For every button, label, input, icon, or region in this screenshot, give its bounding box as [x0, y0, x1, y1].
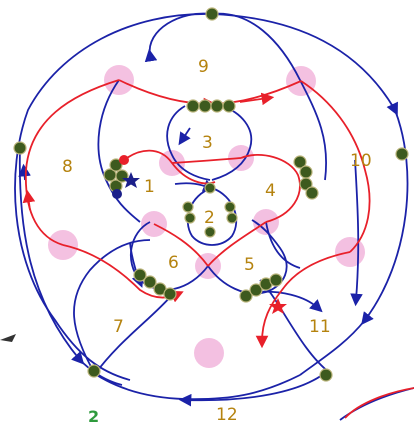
red-6-link	[153, 223, 209, 267]
bead	[143, 275, 157, 289]
red-right-arc	[300, 80, 371, 253]
bead	[299, 165, 313, 179]
ring	[194, 338, 224, 368]
beads	[13, 7, 409, 382]
blue-right-inner	[350, 159, 363, 307]
region-labels: 9 3 8 10 1 4 2 6 5 7 11 12 2	[62, 57, 372, 426]
red-dot-marker	[119, 155, 129, 165]
bead	[182, 201, 194, 213]
bead	[239, 289, 253, 303]
bead	[305, 186, 319, 200]
blue-top-loop-left	[144, 12, 213, 63]
region-label-7: 7	[113, 317, 124, 337]
bead	[293, 155, 307, 169]
bead	[222, 99, 236, 113]
blue-bottom-left	[73, 239, 151, 375]
blue-lower-left	[94, 294, 173, 375]
bead	[109, 158, 123, 172]
blue-11-arrow	[255, 290, 323, 313]
region-label-12: 12	[216, 405, 238, 425]
blue-loop-5	[207, 219, 288, 295]
bead	[186, 99, 200, 113]
bead	[395, 147, 409, 161]
red-inner-top	[171, 157, 242, 164]
bead	[299, 177, 313, 191]
region-label-11: 11	[309, 317, 331, 337]
bead	[13, 141, 27, 155]
red-left-arrow	[22, 189, 36, 211]
blue-bottom-arrow	[178, 372, 326, 407]
blue-top-loop-right	[211, 12, 328, 181]
red-top-arc	[118, 79, 302, 111]
bead	[210, 99, 224, 113]
bead	[204, 182, 216, 194]
bead	[205, 7, 219, 21]
markers	[112, 155, 287, 314]
blue-corner-stub	[339, 387, 414, 421]
bead	[319, 368, 333, 382]
red-loop-4	[240, 154, 301, 223]
blue-star-marker	[122, 172, 140, 188]
blue-left-inner	[97, 79, 141, 223]
blue-3-arrow	[178, 127, 191, 146]
blue-far-left	[18, 147, 123, 386]
bead	[163, 287, 177, 301]
bead	[87, 364, 101, 378]
region-label-5: 5	[244, 255, 255, 275]
blue-dot-marker	[112, 189, 122, 199]
bead	[269, 273, 283, 287]
red-corner-stub	[344, 387, 414, 419]
red-5-link	[207, 221, 267, 267]
bead	[184, 212, 196, 224]
region-label-2: 2	[204, 208, 215, 228]
red-top-arrow	[239, 92, 275, 106]
bead	[249, 283, 263, 297]
region-label-3: 3	[202, 133, 213, 153]
blue-loop-3-left	[166, 105, 211, 181]
region-label-8: 8	[62, 157, 73, 177]
blue-loop-3-right	[211, 105, 253, 181]
corner-label: 2	[88, 407, 99, 426]
bead	[133, 268, 147, 282]
red-star-marker	[269, 298, 287, 314]
blue-outer-right	[211, 13, 409, 376]
blue-left-arrow	[18, 163, 31, 181]
needle-icon	[0, 334, 16, 342]
bead	[224, 201, 236, 213]
bead	[204, 226, 216, 238]
bead	[226, 212, 238, 224]
bead	[198, 99, 212, 113]
red-lower-right	[255, 251, 351, 349]
blue-outer-left	[14, 13, 213, 381]
region-label-9: 9	[198, 57, 209, 77]
region-label-10: 10	[350, 151, 372, 171]
region-label-4: 4	[265, 181, 276, 201]
region-label-6: 6	[168, 253, 179, 273]
region-label-1: 1	[144, 177, 155, 197]
red-left-arc	[25, 79, 120, 246]
blue-5-right	[265, 221, 301, 269]
